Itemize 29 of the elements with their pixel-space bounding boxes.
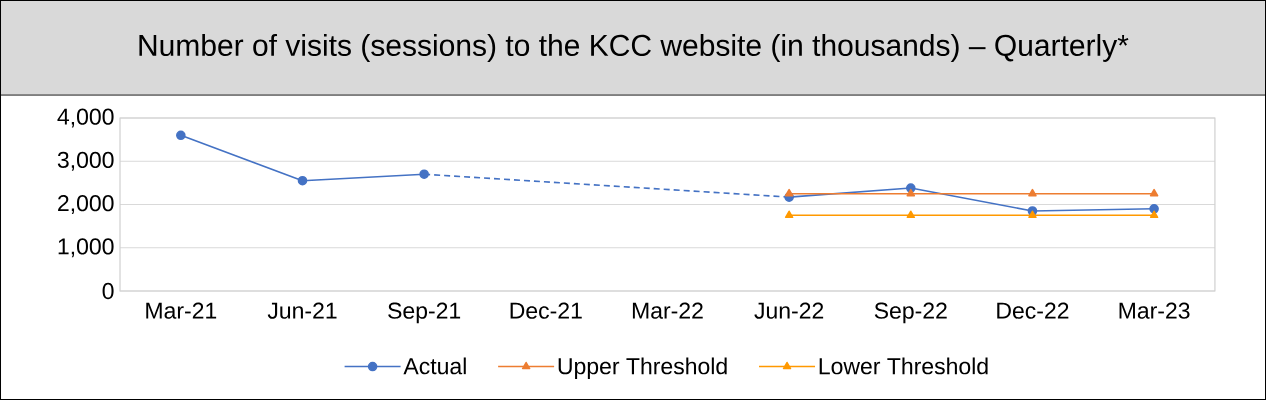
x-tick-label: Mar-22 [632,302,703,319]
point [906,210,916,219]
y-tick-label: 2,000 [58,195,114,215]
y-tick-label: 1,000 [58,238,114,258]
point [1028,210,1037,219]
point [784,210,794,219]
legend-label: Upper Threshold [558,357,727,379]
y-tick-label: 4,000 [57,108,114,128]
x-tick-label: Jun-22 [754,302,824,319]
point [906,188,916,197]
point [297,175,308,186]
legend-label: Lower Threshold [819,357,988,375]
point [176,130,186,141]
point [1149,188,1159,197]
x-tick-label: Mar-21 [146,302,217,319]
point [1149,210,1159,219]
x-tick-label: Dec-22 [997,302,1069,319]
y-tick-label: 0 [102,282,114,300]
x-tick-label: Sep-22 [874,302,947,324]
y-tick-label: 3,000 [57,151,114,171]
chart-title: Number of visits (sessions) to the KCC website (in thousands) – Quarterly* [139,34,1129,62]
point [1028,188,1037,197]
x-tick-label: Sep-21 [388,302,461,324]
x-tick-label: Jun-21 [267,302,337,319]
x-tick-label: Dec-21 [510,302,582,319]
legend-label: Actual [403,357,466,375]
x-tick-label: Mar-23 [1119,302,1190,319]
point [419,169,429,180]
point [784,188,794,197]
